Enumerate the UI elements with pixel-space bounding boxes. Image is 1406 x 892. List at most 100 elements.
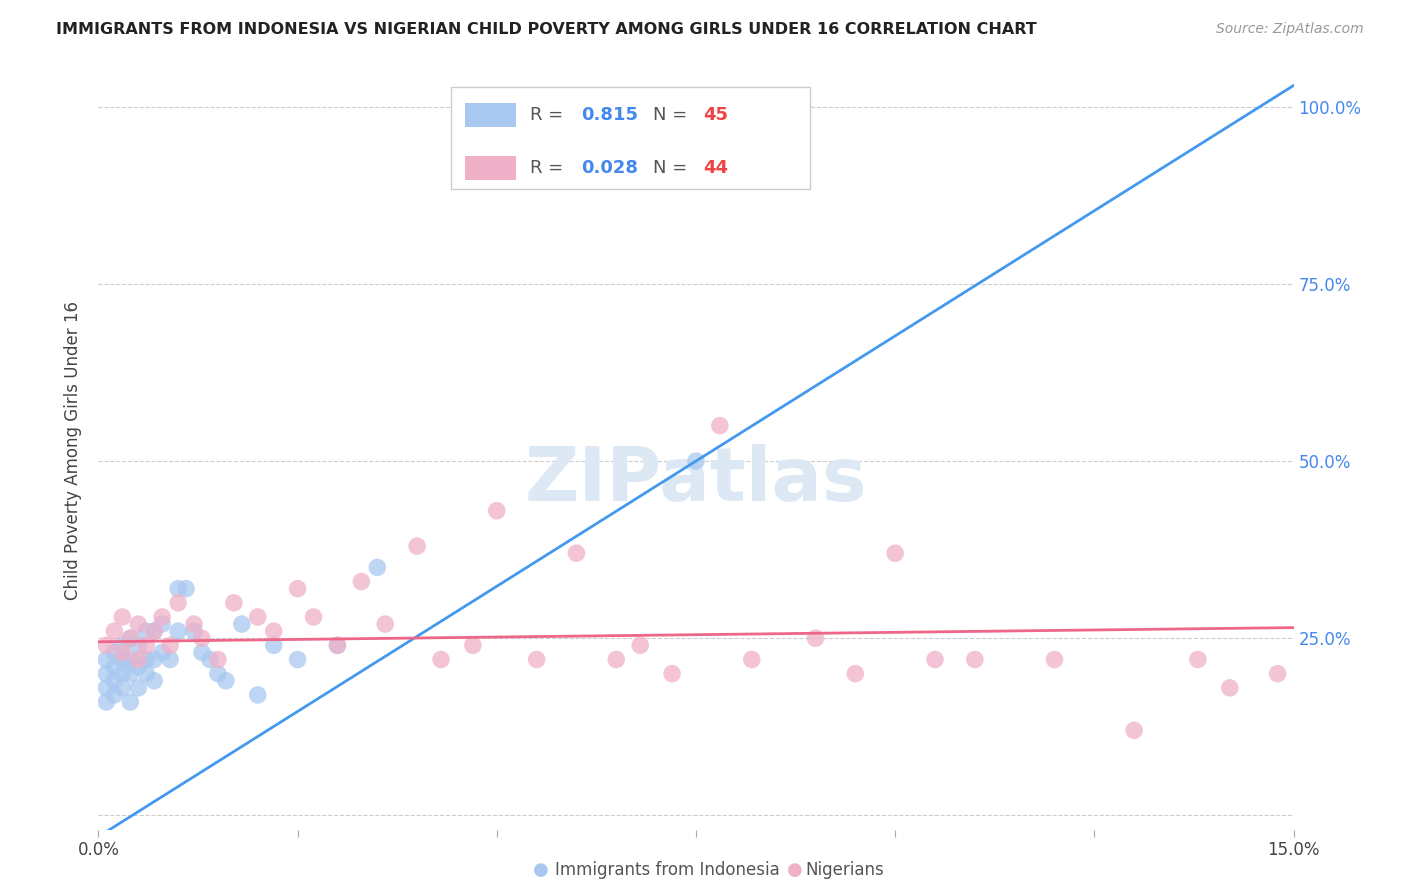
- Point: [167, 624, 190, 639]
- Point: [565, 546, 588, 560]
- Point: [287, 582, 309, 596]
- Point: [406, 539, 429, 553]
- Point: [709, 418, 731, 433]
- FancyBboxPatch shape: [451, 87, 810, 189]
- Point: [143, 652, 166, 666]
- Point: [661, 666, 683, 681]
- Point: [302, 610, 325, 624]
- Point: [111, 666, 134, 681]
- Point: [143, 624, 166, 639]
- Text: N =: N =: [652, 159, 693, 177]
- Point: [246, 610, 269, 624]
- Text: 0.815: 0.815: [581, 106, 638, 124]
- Point: [103, 624, 125, 639]
- Point: [924, 652, 946, 666]
- Point: [111, 681, 134, 695]
- Point: [207, 652, 229, 666]
- Point: [191, 645, 214, 659]
- Point: [485, 504, 508, 518]
- Point: [374, 617, 396, 632]
- Point: [174, 582, 197, 596]
- Point: [150, 617, 173, 632]
- Point: [1043, 652, 1066, 666]
- Point: [127, 617, 149, 632]
- Point: [120, 695, 142, 709]
- Text: R =: R =: [530, 159, 569, 177]
- Point: [326, 638, 349, 652]
- Text: ZIPatlas: ZIPatlas: [524, 444, 868, 517]
- Point: [198, 652, 221, 666]
- Point: [111, 645, 134, 659]
- Point: [143, 624, 166, 639]
- Point: [120, 632, 142, 646]
- Point: [120, 666, 142, 681]
- Text: 0.028: 0.028: [581, 159, 638, 177]
- Y-axis label: Child Poverty Among Girls Under 16: Child Poverty Among Girls Under 16: [65, 301, 83, 600]
- Point: [103, 688, 125, 702]
- Point: [111, 610, 134, 624]
- Point: [120, 652, 142, 666]
- Point: [96, 666, 118, 681]
- Point: [120, 632, 142, 646]
- Point: [222, 596, 245, 610]
- Point: [183, 617, 205, 632]
- Point: [1187, 652, 1209, 666]
- Point: [127, 652, 149, 666]
- Point: [1219, 681, 1241, 695]
- Point: [135, 652, 157, 666]
- Point: [135, 638, 157, 652]
- Point: [605, 652, 627, 666]
- Point: [263, 624, 285, 639]
- Text: N =: N =: [652, 106, 693, 124]
- Text: R =: R =: [530, 106, 569, 124]
- Point: [605, 107, 627, 121]
- Point: [167, 596, 190, 610]
- Text: IMMIGRANTS FROM INDONESIA VS NIGERIAN CHILD POVERTY AMONG GIRLS UNDER 16 CORRELA: IMMIGRANTS FROM INDONESIA VS NIGERIAN CH…: [56, 22, 1038, 37]
- Point: [96, 681, 118, 695]
- Point: [1267, 666, 1289, 681]
- Point: [326, 638, 349, 652]
- Point: [103, 673, 125, 688]
- Text: 45: 45: [703, 106, 728, 124]
- Point: [207, 666, 229, 681]
- Point: [159, 638, 181, 652]
- Point: [96, 652, 118, 666]
- Point: [127, 681, 149, 695]
- Point: [159, 652, 181, 666]
- Point: [150, 610, 173, 624]
- Point: [263, 638, 285, 652]
- Bar: [465, 155, 516, 180]
- Point: [1123, 723, 1146, 738]
- Point: [366, 560, 388, 574]
- Point: [231, 617, 253, 632]
- Point: [96, 695, 118, 709]
- Point: [884, 546, 907, 560]
- Point: [111, 652, 134, 666]
- Point: [844, 666, 866, 681]
- Point: [183, 624, 205, 639]
- Point: [215, 673, 238, 688]
- Point: [804, 632, 827, 646]
- Text: Source: ZipAtlas.com: Source: ZipAtlas.com: [1216, 22, 1364, 37]
- Point: [111, 638, 134, 652]
- Point: [96, 638, 118, 652]
- Point: [628, 638, 651, 652]
- Text: Nigerians: Nigerians: [806, 861, 884, 879]
- Text: ●: ●: [786, 861, 803, 879]
- Text: Immigrants from Indonesia: Immigrants from Indonesia: [555, 861, 780, 879]
- Point: [150, 645, 173, 659]
- Point: [246, 688, 269, 702]
- Point: [103, 659, 125, 673]
- Point: [430, 652, 453, 666]
- Point: [963, 652, 986, 666]
- Point: [526, 652, 548, 666]
- Point: [191, 632, 214, 646]
- Bar: [465, 103, 516, 128]
- Point: [461, 638, 484, 652]
- Point: [143, 673, 166, 688]
- Point: [135, 624, 157, 639]
- Point: [135, 666, 157, 681]
- Text: 44: 44: [703, 159, 728, 177]
- Point: [287, 652, 309, 666]
- Point: [127, 638, 149, 652]
